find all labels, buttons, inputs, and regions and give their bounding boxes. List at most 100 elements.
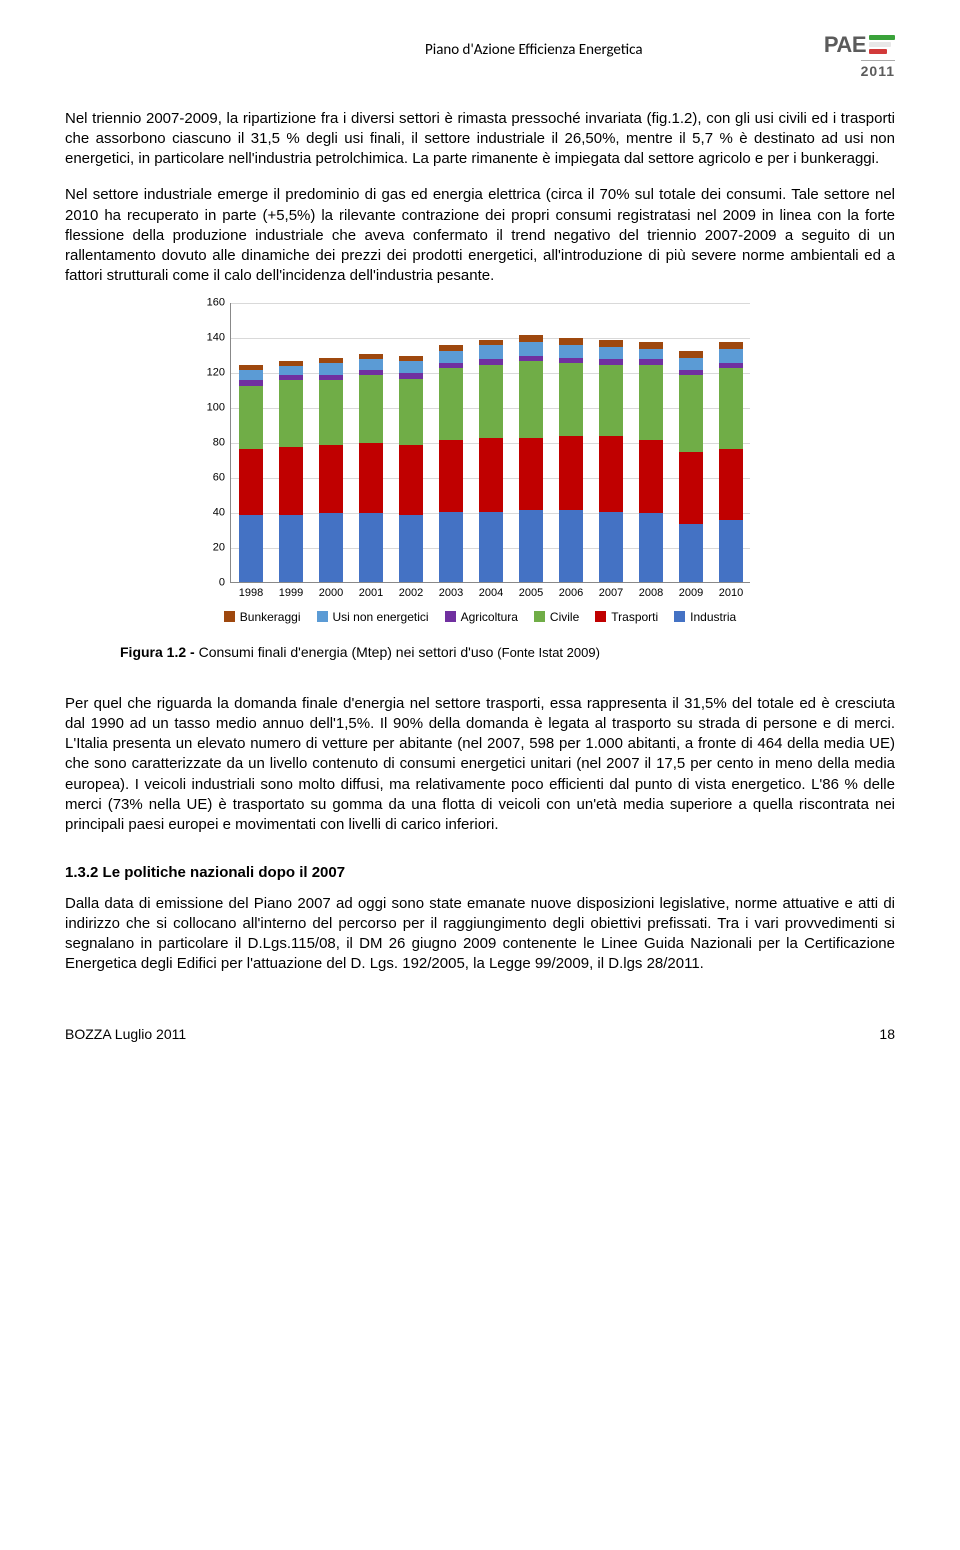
logo-year: 2011 <box>861 60 895 81</box>
y-tick-label: 20 <box>213 540 225 555</box>
bar-segment-industria <box>239 515 262 582</box>
bar-segment-bunkeraggi <box>679 351 702 358</box>
bar-segment-industria <box>359 513 382 581</box>
bar-segment-civile <box>239 386 262 449</box>
chart-plot-area: 0204060801001201401601998199920002001200… <box>230 303 750 583</box>
bar-segment-usi_non_energetici <box>519 342 542 356</box>
legend-label: Civile <box>550 609 579 625</box>
page-footer: BOZZA Luglio 2011 18 <box>65 1025 895 1044</box>
y-tick-label: 40 <box>213 505 225 520</box>
bar-segment-trasporti <box>599 436 622 511</box>
bar-segment-usi_non_energetici <box>559 345 582 357</box>
bar-segment-usi_non_energetici <box>479 345 502 359</box>
bar-segment-civile <box>479 365 502 439</box>
legend-item-bunkeraggi: Bunkeraggi <box>224 609 301 625</box>
y-tick-label: 100 <box>207 400 225 415</box>
bar-column <box>599 340 622 582</box>
legend-swatch-icon <box>317 611 328 622</box>
y-tick-label: 120 <box>207 365 225 380</box>
chart-container: 0204060801001201401601998199920002001200… <box>65 303 895 625</box>
x-tick-label: 2005 <box>519 586 543 601</box>
bar-segment-usi_non_energetici <box>359 359 382 370</box>
bar-segment-trasporti <box>239 449 262 516</box>
gridline <box>231 338 750 339</box>
y-tick-label: 140 <box>207 330 225 345</box>
pae-logo: PAE 2011 <box>824 30 895 81</box>
legend-item-usi_non_energetici: Usi non energetici <box>317 609 429 625</box>
legend-label: Trasporti <box>611 609 658 625</box>
bar-column <box>319 358 342 582</box>
bar-segment-trasporti <box>439 440 462 512</box>
bar-segment-usi_non_energetici <box>719 349 742 363</box>
bar-segment-industria <box>599 512 622 582</box>
bar-segment-usi_non_energetici <box>279 366 302 375</box>
doc-title: Piano d'Azione Efficienza Energetica <box>425 40 643 60</box>
bar-segment-usi_non_energetici <box>319 363 342 375</box>
bar-segment-trasporti <box>479 438 502 512</box>
paragraph-1: Nel triennio 2007-2009, la ripartizione … <box>65 109 895 170</box>
bar-segment-industria <box>559 510 582 582</box>
paragraph-4: Dalla data di emissione del Piano 2007 a… <box>65 894 895 975</box>
bar-column <box>279 361 302 582</box>
x-tick-label: 1999 <box>279 586 303 601</box>
bar-segment-bunkeraggi <box>719 342 742 349</box>
bar-segment-civile <box>719 368 742 449</box>
bar-column <box>519 335 542 582</box>
legend-swatch-icon <box>445 611 456 622</box>
section-heading: 1.3.2 Le politiche nazionali dopo il 200… <box>65 863 895 883</box>
bar-segment-civile <box>439 368 462 440</box>
bar-segment-trasporti <box>359 443 382 513</box>
x-tick-label: 2000 <box>319 586 343 601</box>
bar-segment-trasporti <box>719 449 742 521</box>
x-tick-label: 2009 <box>679 586 703 601</box>
bar-column <box>639 342 662 582</box>
bar-segment-usi_non_energetici <box>439 351 462 363</box>
bar-segment-trasporti <box>639 440 662 514</box>
caption-figure-number: Figura 1.2 - <box>120 644 195 660</box>
bar-segment-civile <box>679 375 702 452</box>
y-tick-label: 60 <box>213 470 225 485</box>
bar-column <box>399 356 422 582</box>
bar-segment-usi_non_energetici <box>679 358 702 370</box>
legend-item-trasporti: Trasporti <box>595 609 658 625</box>
bar-segment-trasporti <box>519 438 542 510</box>
bar-segment-civile <box>559 363 582 437</box>
legend-label: Usi non energetici <box>333 609 429 625</box>
consumption-chart: 0204060801001201401601998199920002001200… <box>190 303 770 625</box>
legend-item-civile: Civile <box>534 609 579 625</box>
gridline <box>231 303 750 304</box>
legend-swatch-icon <box>595 611 606 622</box>
page-header: Piano d'Azione Efficienza Energetica PAE… <box>65 30 895 81</box>
logo-text: PAE <box>824 30 866 60</box>
legend-swatch-icon <box>224 611 235 622</box>
bar-segment-civile <box>519 361 542 438</box>
y-tick-label: 80 <box>213 435 225 450</box>
bar-segment-industria <box>439 512 462 582</box>
bar-segment-civile <box>279 380 302 447</box>
x-tick-label: 2008 <box>639 586 663 601</box>
paragraph-2: Nel settore industriale emerge il predom… <box>65 185 895 286</box>
legend-swatch-icon <box>674 611 685 622</box>
bar-segment-trasporti <box>679 452 702 524</box>
x-tick-label: 2003 <box>439 586 463 601</box>
bar-segment-industria <box>399 515 422 582</box>
bar-segment-bunkeraggi <box>639 342 662 349</box>
bar-column <box>719 342 742 582</box>
x-tick-label: 1998 <box>239 586 263 601</box>
bar-segment-bunkeraggi <box>519 335 542 342</box>
footer-left: BOZZA Luglio 2011 <box>65 1025 186 1044</box>
bar-segment-usi_non_energetici <box>639 349 662 360</box>
bar-column <box>679 351 702 582</box>
bar-segment-bunkeraggi <box>559 338 582 345</box>
legend-label: Industria <box>690 609 736 625</box>
legend-label: Bunkeraggi <box>240 609 301 625</box>
x-tick-label: 2001 <box>359 586 383 601</box>
paragraph-3: Per quel che riguarda la domanda finale … <box>65 694 895 836</box>
bar-segment-civile <box>399 379 422 446</box>
bar-segment-bunkeraggi <box>599 340 622 347</box>
bar-segment-industria <box>679 524 702 582</box>
chart-legend: Bunkeraggi Usi non energetici Agricoltura C… <box>200 609 760 625</box>
y-tick-label: 160 <box>207 295 225 310</box>
bar-segment-trasporti <box>559 436 582 510</box>
legend-item-agricoltura: Agricoltura <box>445 609 518 625</box>
